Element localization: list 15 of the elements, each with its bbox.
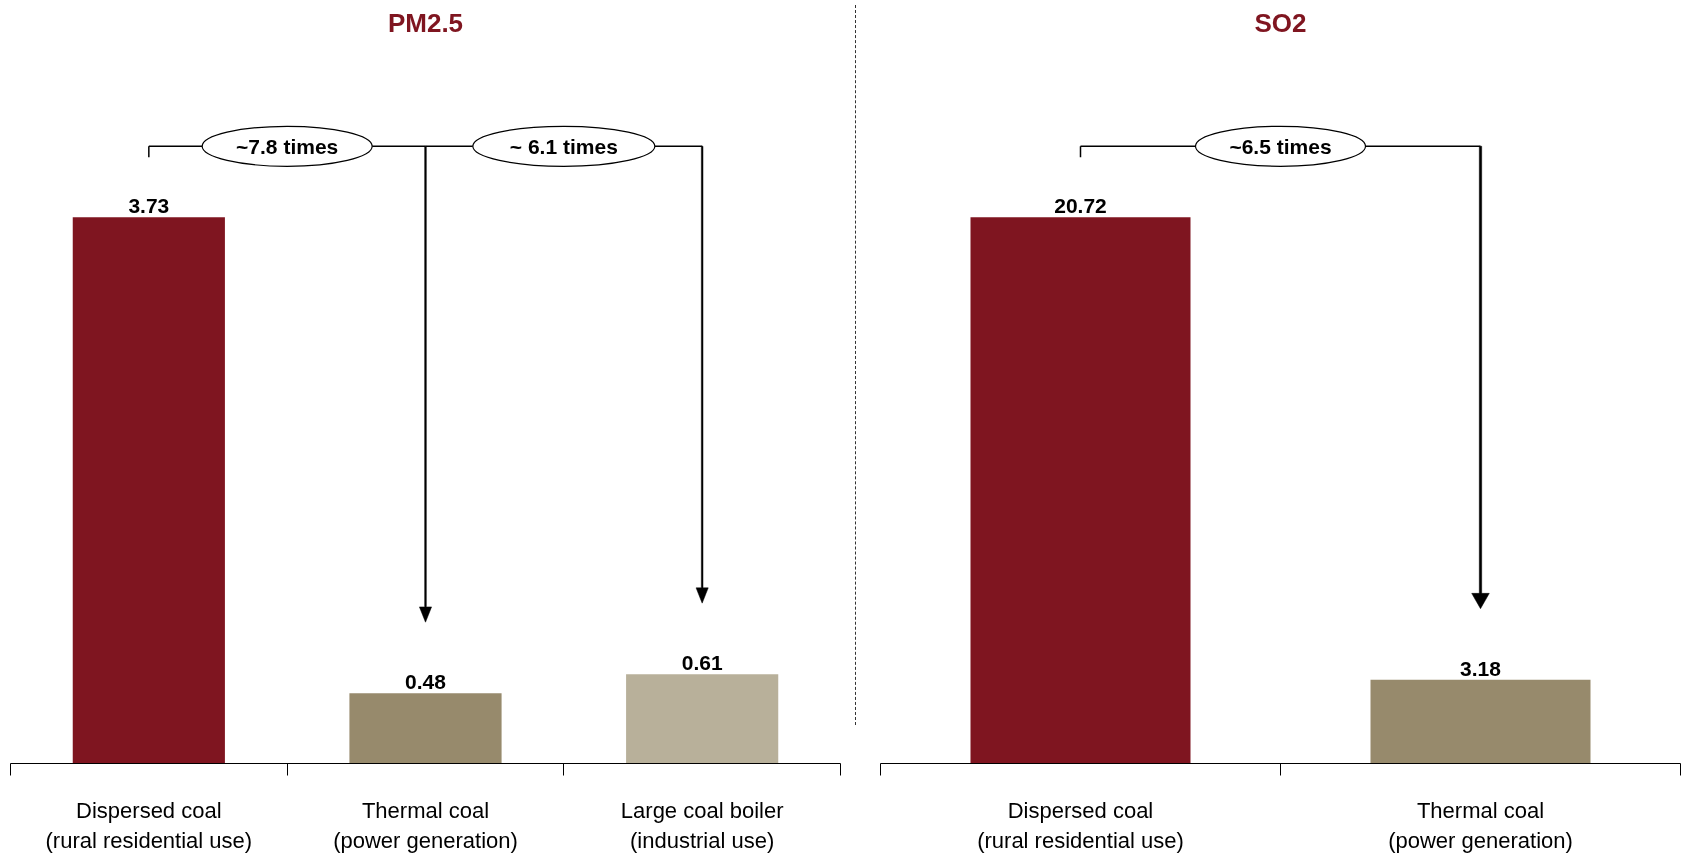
text: ~6.5 times <box>1229 134 1332 158</box>
text: ~ 6.1 times <box>509 134 618 158</box>
x-tick-label: Dispersed coal (rural residential use) <box>977 797 1184 853</box>
x-tick-label: Thermal coal (power generation) <box>333 797 518 853</box>
x-tick-label: Large coal boiler (industrial use) <box>620 797 784 853</box>
data-label: 3.73 <box>128 194 170 218</box>
x-tick-label: Dispersed coal (rural residential use) <box>45 797 253 853</box>
x-tick-label: Thermal coal (power generation) <box>1388 797 1573 853</box>
chart-title: SO2 <box>1254 7 1307 38</box>
data-label: 3.18 <box>1460 656 1502 680</box>
data-label: 0.61 <box>681 651 723 675</box>
chart-title: PM2.5 <box>387 7 464 38</box>
data-label: 20.72 <box>1054 194 1107 218</box>
data-label: 0.48 <box>405 670 447 694</box>
text: ~7.8 times <box>236 134 339 158</box>
